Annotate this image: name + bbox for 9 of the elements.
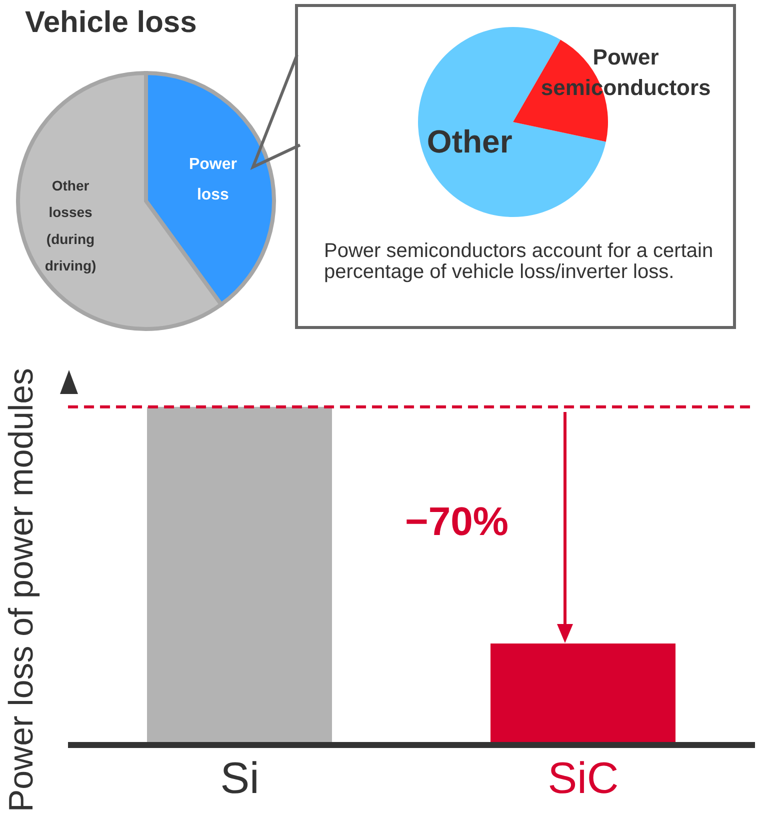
chart-title: Vehicle loss xyxy=(25,6,197,40)
text: Power semiconductors account for a certain percentage of vehicle loss/inverter loss. xyxy=(324,240,714,283)
x-tick-label: SiC xyxy=(548,754,619,803)
slice-label: Other losses (during driving) xyxy=(44,178,96,274)
slice-label: Power loss xyxy=(188,156,237,203)
slice-label: Other xyxy=(426,123,512,160)
x-tick-label: Si xyxy=(220,754,260,803)
y-axis-title: Power loss of power modules xyxy=(2,368,42,812)
annotation: −70% xyxy=(405,500,508,545)
